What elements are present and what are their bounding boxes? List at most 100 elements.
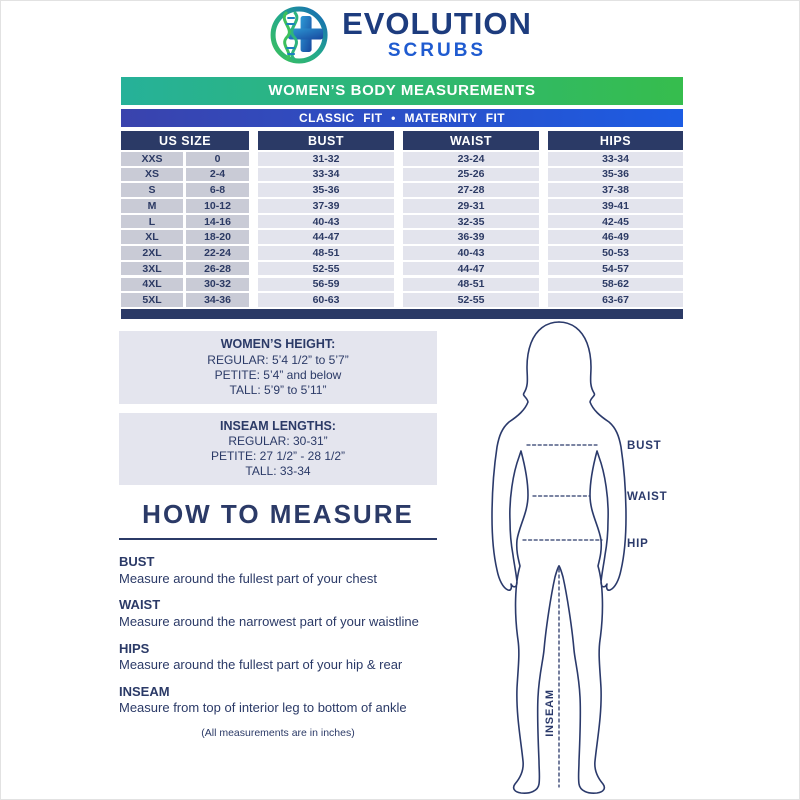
measure-desc: Measure from top of interior leg to bott… [119, 699, 407, 715]
cell-hips: 54-57 [548, 261, 683, 276]
cell-waist: 36-39 [403, 230, 539, 244]
info-column: WOMEN’S HEIGHT: REGULAR: 5’4 1/2” to 5’7… [119, 331, 437, 739]
cell-us: 6-8 [186, 183, 249, 197]
cell-us: 26-28 [186, 261, 249, 276]
woman-body-outline-icon: BUST WAIST HIP INSEAM [491, 321, 667, 794]
cell-waist: 27-28 [403, 183, 539, 197]
measure-item-bust: BUST Measure around the fullest part of … [119, 554, 437, 587]
measure-label: INSEAM [119, 683, 170, 699]
cell-waist: 32-35 [403, 214, 539, 229]
womens-height-box: WOMEN’S HEIGHT: REGULAR: 5’4 1/2” to 5’7… [119, 331, 437, 404]
cell-hips: 35-36 [548, 167, 683, 182]
header-hips: HIPS [548, 131, 683, 150]
measure-item-waist: WAIST Measure around the narrowest part … [119, 597, 437, 630]
cell-waist: 44-47 [403, 261, 539, 276]
how-to-measure-title: HOW TO MEASURE [119, 499, 437, 541]
cell-size: 4XL [121, 277, 183, 291]
cell-us: 34-36 [186, 293, 249, 307]
inseam-box-title: INSEAM LENGTHS: [220, 418, 336, 433]
cell-us: 22-24 [186, 246, 249, 260]
brand-subtitle: SCRUBS [387, 39, 487, 61]
cell-us: 18-20 [186, 230, 249, 244]
measure-item-hips: HIPS Measure around the fullest part of … [119, 641, 437, 674]
header-us-size: US SIZE [121, 131, 249, 150]
cell-hips: 37-38 [548, 183, 683, 197]
measure-item-inseam: INSEAM Measure from top of interior leg … [119, 684, 437, 717]
cell-us: 30-32 [186, 277, 249, 291]
waist-label: WAIST [627, 491, 667, 503]
height-petite: PETITE: 5’4” and below [214, 367, 342, 382]
cell-waist: 29-31 [403, 199, 539, 213]
measure-desc: Measure around the fullest part of your … [119, 570, 377, 586]
table-row: 3XL 26-28 52-55 44-47 54-57 [121, 261, 683, 276]
dna-cross-circle-logo-icon [270, 6, 328, 64]
inseam-regular: REGULAR: 30-31” [228, 434, 328, 449]
cell-us: 0 [186, 152, 249, 166]
height-tall: TALL: 5’9” to 5’11” [229, 382, 327, 397]
cell-size: L [121, 214, 183, 229]
table-row: XS 2-4 33-34 25-26 35-36 [121, 167, 683, 182]
cell-us: 2-4 [186, 167, 249, 182]
cell-bust: 56-59 [258, 277, 394, 291]
cell-waist: 40-43 [403, 246, 539, 260]
cell-hips: 46-49 [548, 230, 683, 244]
measure-label: HIPS [119, 640, 150, 656]
cell-hips: 50-53 [548, 246, 683, 260]
cell-bust: 44-47 [258, 230, 394, 244]
measure-label: WAIST [119, 597, 161, 613]
header-waist: WAIST [403, 131, 539, 150]
cell-size: XXS [121, 152, 183, 166]
cell-hips: 39-41 [548, 199, 683, 213]
cell-bust: 52-55 [258, 261, 394, 276]
hip-label: HIP [627, 538, 649, 550]
brand-name: EVOLUTION [342, 6, 532, 42]
measure-label: BUST [119, 554, 155, 570]
height-box-title: WOMEN’S HEIGHT: [220, 337, 336, 351]
inseam-lengths-box: INSEAM LENGTHS: REGULAR: 30-31” PETITE: … [119, 412, 437, 486]
fit-banner: CLASSIC FIT • MATERNITY FIT [121, 109, 683, 127]
cell-size: 3XL [121, 261, 183, 276]
header-bust: BUST [258, 131, 394, 150]
inseam-label: INSEAM [544, 689, 556, 737]
table-footer-bar [121, 308, 683, 319]
cell-bust: 31-32 [258, 152, 394, 166]
table-row: 5XL 34-36 60-63 52-55 63-67 [121, 293, 683, 307]
table-row: M 10-12 37-39 29-31 39-41 [121, 199, 683, 213]
cell-waist: 23-24 [403, 152, 539, 166]
cell-size: XL [121, 230, 183, 244]
inseam-petite: PETITE: 27 1/2” - 28 1/2” [210, 449, 346, 464]
cell-hips: 33-34 [548, 152, 683, 166]
bust-label: BUST [627, 440, 662, 452]
cell-size: 5XL [121, 293, 183, 307]
cell-waist: 52-55 [403, 293, 539, 307]
cell-hips: 58-62 [548, 277, 683, 291]
cell-bust: 48-51 [258, 246, 394, 260]
table-row: 4XL 30-32 56-59 48-51 58-62 [121, 277, 683, 291]
cell-us: 14-16 [186, 214, 249, 229]
measure-desc: Measure around the fullest part of your … [119, 656, 403, 672]
brand-text: EVOLUTION SCRUBS [342, 8, 532, 61]
table-header-row: US SIZE BUST WAIST HIPS [121, 131, 683, 150]
cell-bust: 60-63 [258, 293, 394, 307]
body-measurement-diagram: BUST WAIST HIP INSEAM [469, 317, 673, 799]
cell-bust: 37-39 [258, 199, 394, 213]
measure-desc: Measure around the narrowest part of you… [119, 613, 419, 629]
cell-size: M [121, 199, 183, 213]
table-row: S 6-8 35-36 27-28 37-38 [121, 183, 683, 197]
cell-waist: 25-26 [403, 167, 539, 182]
inseam-tall: TALL: 33-34 [245, 464, 311, 479]
brand-logo: EVOLUTION SCRUBS [268, 4, 532, 66]
measurements-footnote: (All measurements are in inches) [201, 726, 355, 739]
cell-bust: 33-34 [258, 167, 394, 182]
cell-bust: 35-36 [258, 183, 394, 197]
cell-size: XS [121, 167, 183, 182]
cell-size: S [121, 183, 183, 197]
cell-size: 2XL [121, 246, 183, 260]
height-regular: REGULAR: 5’4 1/2” to 5’7” [207, 352, 349, 367]
cell-us: 10-12 [186, 199, 249, 213]
table-row: XXS 0 31-32 23-24 33-34 [121, 152, 683, 166]
table-row: L 14-16 40-43 32-35 42-45 [121, 214, 683, 229]
table-row: XL 18-20 44-47 36-39 46-49 [121, 230, 683, 244]
cell-bust: 40-43 [258, 214, 394, 229]
